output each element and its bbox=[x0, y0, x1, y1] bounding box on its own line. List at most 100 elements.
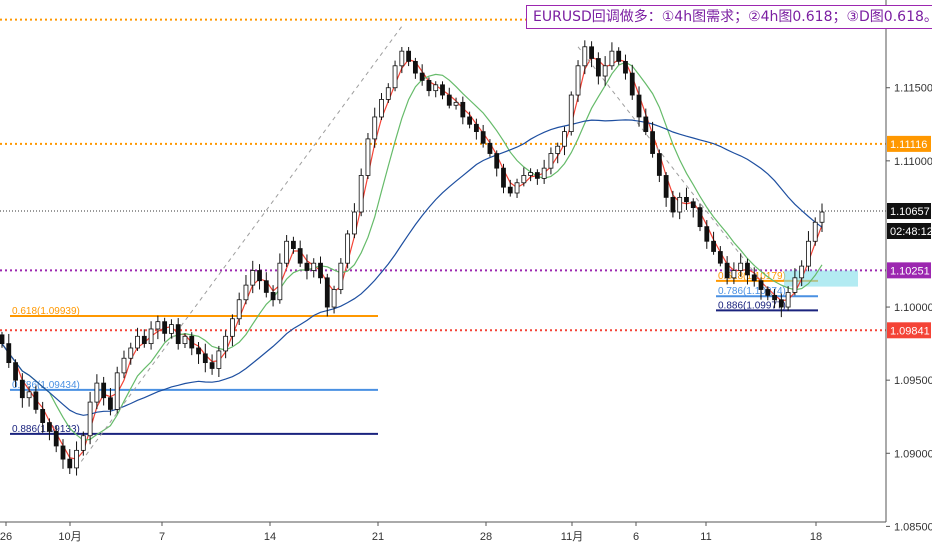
price-tick-label: 1.09500 bbox=[894, 375, 932, 387]
candle-body bbox=[236, 299, 242, 320]
candle-body bbox=[230, 318, 235, 337]
candle-body bbox=[738, 262, 744, 271]
candle-body bbox=[514, 182, 520, 194]
price-tick-label: 1.11000 bbox=[894, 156, 932, 168]
candle-body bbox=[196, 347, 201, 355]
candle-body bbox=[460, 101, 466, 118]
candle-body bbox=[6, 343, 12, 364]
candle-body bbox=[243, 284, 249, 301]
trend-guide bbox=[577, 46, 782, 308]
candle-body bbox=[392, 65, 398, 89]
fib-level-label: 0.786(1.10074) bbox=[718, 286, 786, 297]
candle-body bbox=[162, 321, 168, 334]
candle-body bbox=[690, 201, 696, 209]
candle-body bbox=[806, 240, 811, 267]
candle-body bbox=[473, 123, 479, 132]
candle-body bbox=[365, 138, 371, 176]
candle-body bbox=[13, 362, 18, 381]
candle-body bbox=[819, 211, 825, 223]
candle-body bbox=[575, 65, 581, 96]
countdown-box bbox=[887, 222, 931, 239]
candle-body bbox=[135, 335, 140, 349]
annotation-note: EURUSD回调做多：①4h图需求；②4h图0.618；③D图0.618。 bbox=[526, 5, 932, 29]
candle-body bbox=[528, 172, 533, 176]
candle-body bbox=[446, 94, 452, 106]
candle-body bbox=[40, 409, 46, 423]
candle-body bbox=[318, 262, 323, 279]
candle-body bbox=[67, 458, 73, 469]
fibonacci-levels: 0.618(1.09939) 0.786(1.09434) 0.886(1.0913… bbox=[10, 270, 858, 435]
candle-body bbox=[758, 280, 764, 290]
time-tick-label: 11月 bbox=[561, 531, 583, 543]
candle-body bbox=[602, 65, 608, 77]
price-tick-label: 1.10000 bbox=[894, 302, 932, 314]
candle-body bbox=[291, 240, 296, 249]
candle-body bbox=[643, 116, 649, 132]
candle-body bbox=[589, 46, 594, 59]
horizontal-levels bbox=[0, 18, 886, 332]
candle-body bbox=[616, 50, 622, 62]
price-tick-label: 1.09000 bbox=[894, 448, 932, 460]
candle-body bbox=[345, 233, 351, 264]
time-tick-label: 26 bbox=[0, 531, 12, 543]
price-tag-label: 1.10251 bbox=[890, 265, 930, 277]
candle-body bbox=[582, 46, 588, 67]
candle-body bbox=[216, 350, 222, 369]
time-tick-label: 21 bbox=[372, 531, 384, 543]
candle-body bbox=[358, 175, 364, 213]
candle-body bbox=[663, 175, 669, 198]
candle-body bbox=[711, 240, 716, 252]
candle-body bbox=[385, 87, 391, 100]
price-tag-box bbox=[887, 322, 931, 339]
time-tick-label: 18 bbox=[810, 531, 822, 543]
price-tick-label: 1.11500 bbox=[894, 83, 932, 95]
candle-body bbox=[209, 362, 215, 369]
candle-body bbox=[704, 226, 710, 242]
time-tick-label: 11 bbox=[700, 531, 711, 543]
candle-body bbox=[263, 280, 269, 293]
moving-average-ma_mid bbox=[1, 61, 823, 441]
candle-body bbox=[141, 335, 147, 345]
candle-body bbox=[765, 289, 771, 296]
candle-body bbox=[304, 262, 310, 271]
candle-body bbox=[372, 116, 378, 140]
candle-body bbox=[108, 397, 113, 410]
candle-body bbox=[501, 167, 506, 188]
moving-average-ma_slow bbox=[1, 119, 823, 416]
candle-body bbox=[270, 292, 276, 301]
candle-body bbox=[751, 274, 757, 282]
candle-body bbox=[19, 379, 25, 399]
time-tick-label: 6 bbox=[633, 531, 639, 543]
candle-body bbox=[724, 262, 730, 279]
candle-body bbox=[548, 153, 554, 169]
candle-body bbox=[284, 240, 290, 264]
candle-body bbox=[87, 401, 93, 437]
candle-body bbox=[101, 382, 107, 399]
candle-body bbox=[507, 186, 513, 194]
candle-body bbox=[324, 277, 330, 308]
candle-body bbox=[745, 262, 750, 276]
candle-body bbox=[467, 116, 473, 125]
candle-body bbox=[182, 335, 188, 345]
candle-body bbox=[148, 328, 154, 345]
candle-body bbox=[568, 94, 574, 132]
candle-body bbox=[47, 422, 52, 432]
candle-body bbox=[250, 270, 256, 286]
candle-body bbox=[406, 50, 412, 62]
candle-body bbox=[792, 277, 798, 293]
candle-body bbox=[114, 372, 120, 410]
time-tick-label: 10月 bbox=[58, 531, 81, 543]
fib-level-label: 0.886(1.09977) bbox=[718, 300, 786, 311]
candle-body bbox=[202, 353, 208, 364]
price-tick-label: 1.08500 bbox=[894, 521, 932, 533]
candle-body bbox=[697, 207, 703, 228]
fib-level-label: 0.618(1.09939) bbox=[12, 306, 80, 317]
candle-body bbox=[785, 292, 791, 308]
time-tick-label: 14 bbox=[264, 531, 276, 543]
candle-body bbox=[311, 262, 317, 271]
candle-body bbox=[257, 270, 262, 282]
candle-body bbox=[189, 335, 195, 349]
candle-body bbox=[419, 72, 425, 81]
candle-body bbox=[731, 270, 737, 279]
candle-body bbox=[778, 299, 784, 308]
